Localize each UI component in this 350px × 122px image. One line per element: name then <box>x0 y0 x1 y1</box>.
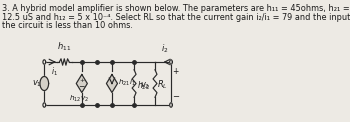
Text: $h_{11}$: $h_{11}$ <box>57 41 71 53</box>
Text: −: − <box>79 82 85 92</box>
Polygon shape <box>76 75 88 92</box>
Polygon shape <box>40 76 49 91</box>
Text: $h_{22}$: $h_{22}$ <box>136 79 150 92</box>
Polygon shape <box>170 60 172 64</box>
Text: $i_2$: $i_2$ <box>161 42 169 55</box>
Text: 12.5 uS and h₁₂ = 5 x 10⁻⁴. Select RL so that the current gain i₂/i₁ = 79 and th: 12.5 uS and h₁₂ = 5 x 10⁻⁴. Select RL so… <box>2 12 350 21</box>
Text: $R_L$: $R_L$ <box>158 78 168 91</box>
Text: 3. A hybrid model amplifier is shown below. The parameters are h₁₁ = 45ohms, h₂₁: 3. A hybrid model amplifier is shown bel… <box>2 4 350 13</box>
Text: +: + <box>79 78 84 83</box>
Text: −: − <box>172 92 179 101</box>
Text: the circuit is less than 10 ohms.: the circuit is less than 10 ohms. <box>2 21 133 30</box>
Text: $h_{12}v_2$: $h_{12}v_2$ <box>69 93 90 104</box>
Polygon shape <box>106 75 118 92</box>
Text: $h_{21}i_1$: $h_{21}i_1$ <box>118 77 136 88</box>
Text: $v_2$: $v_2$ <box>140 80 149 91</box>
Text: $v_1$: $v_1$ <box>32 78 42 89</box>
Text: $i_1$: $i_1$ <box>51 65 58 77</box>
Polygon shape <box>43 103 46 107</box>
Polygon shape <box>43 60 46 64</box>
Polygon shape <box>170 103 172 107</box>
Text: +: + <box>172 67 178 76</box>
